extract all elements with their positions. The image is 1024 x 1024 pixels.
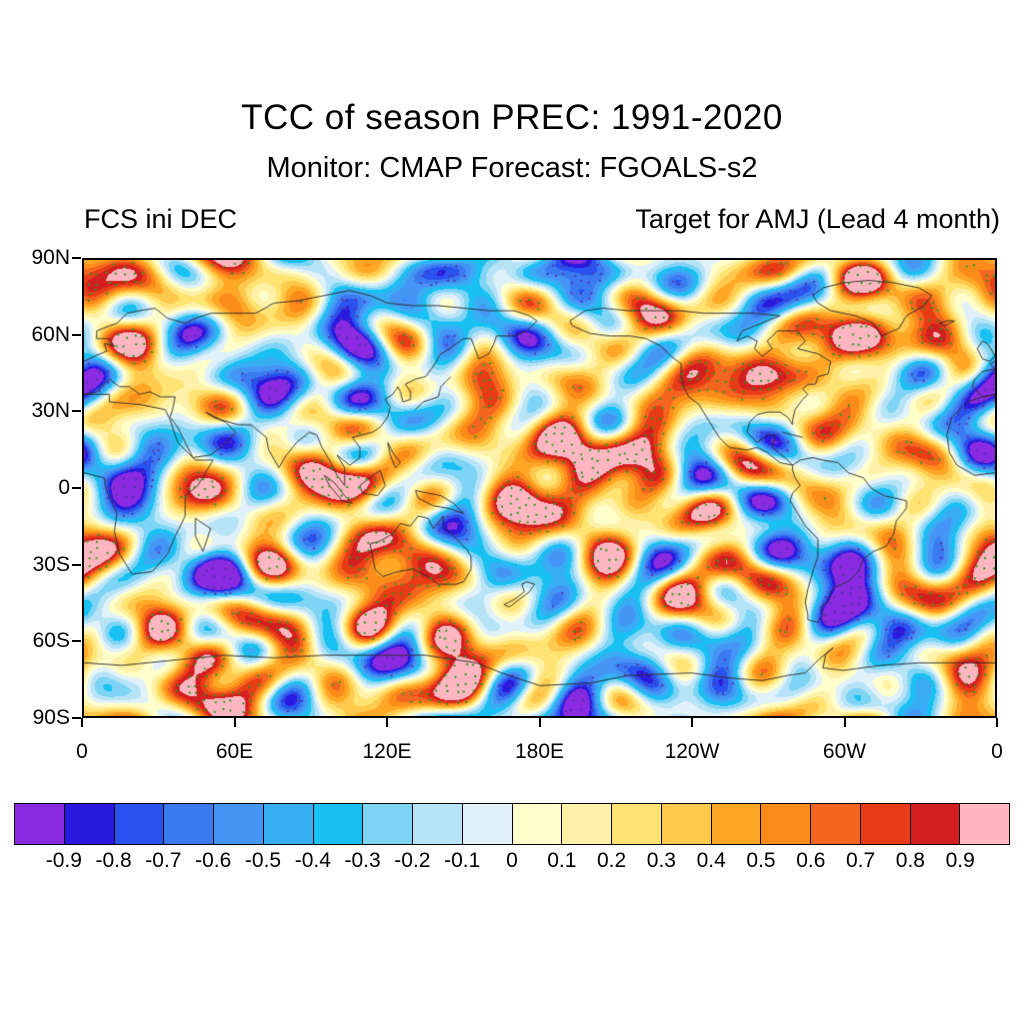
- x-tick-label: 120W: [664, 740, 720, 763]
- chart-title: TCC of season PREC: 1991-2020: [241, 98, 783, 137]
- colorbar-cell: [412, 803, 463, 845]
- x-tick-label: 120E: [362, 740, 412, 763]
- colorbar-cell: [561, 803, 612, 845]
- y-tick-mark: [72, 410, 81, 413]
- chart-subtitle: Monitor: CMAP Forecast: FGOALS-s2: [266, 152, 758, 184]
- colorbar-cell: [611, 803, 662, 845]
- colorbar-tick-label: 0.8: [895, 849, 925, 872]
- y-tick-label: 90N: [31, 246, 70, 269]
- colorbar-cell: [909, 803, 961, 845]
- colorbar-cell: [959, 803, 1010, 845]
- colorbar-cell: [312, 803, 364, 845]
- colorbar-cell: [262, 803, 314, 845]
- colorbar-tick-label: -0.6: [195, 849, 232, 872]
- colorbar-tick-label: -0.7: [145, 849, 182, 872]
- y-tick-mark: [72, 717, 81, 719]
- colorbar-tick-label: 0.5: [746, 849, 776, 872]
- colorbar-tick-label: -0.1: [444, 849, 481, 872]
- colorbar-tick-label: -0.5: [244, 849, 282, 872]
- y-tick-mark: [72, 333, 81, 336]
- colorbar-tick-label: 0.3: [646, 849, 676, 872]
- colorbar-cell: [859, 803, 911, 845]
- correlation-field-canvas: [84, 260, 995, 716]
- colorbar-tick-label: 0.1: [547, 849, 577, 872]
- colorbar-cell: [63, 803, 115, 845]
- y-tick-label: 0: [58, 476, 70, 499]
- panel-labels: FCS ini DEC Target for AMJ (Lead 4 month…: [84, 204, 1000, 235]
- colorbar-tick-label: -0.3: [344, 849, 381, 872]
- x-tick-mark: [386, 718, 388, 727]
- left-panel-label: FCS ini DEC: [84, 204, 238, 234]
- y-tick-label: 90S: [32, 706, 70, 729]
- colorbar-cell: [213, 803, 264, 845]
- y-tick-mark: [72, 563, 81, 566]
- colorbar-tick-label: -0.2: [394, 849, 431, 872]
- colorbar-labels: -0.9 -0.8 -0.7 -0.6 -0.5 -0.4 -0.3 -0.2 -0.1 0 0.1…: [14, 849, 1010, 875]
- map-plot: [82, 258, 997, 718]
- colorbar-cell: [760, 803, 811, 845]
- x-tick-mark: [843, 718, 846, 727]
- colorbar-tick-label: -0.4: [294, 849, 331, 872]
- y-tick-label: 30S: [32, 552, 70, 576]
- x-tick-label: 180E: [514, 740, 565, 763]
- x-tick-mark: [691, 718, 693, 727]
- x-tick-mark: [538, 718, 541, 727]
- y-tick-mark: [72, 640, 81, 643]
- colorbar-cells: [14, 803, 1010, 845]
- colorbar-cell: [113, 803, 165, 845]
- x-tick-mark: [996, 718, 998, 727]
- colorbar-tick-label: -0.8: [95, 849, 132, 872]
- y-tick-label: 60S: [32, 629, 70, 653]
- x-tick-mark: [81, 718, 83, 727]
- colorbar-cell: [660, 803, 712, 845]
- colorbar-cell: [163, 803, 214, 845]
- colorbar-cell: [810, 803, 861, 845]
- x-tick-label: 60W: [822, 740, 867, 763]
- colorbar-tick-label: 0.9: [945, 849, 975, 872]
- colorbar-cell: [461, 803, 513, 845]
- x-tick-mark: [233, 718, 236, 727]
- colorbar-tick-label: 0.2: [596, 849, 627, 872]
- colorbar-tick-label: 0: [506, 849, 518, 872]
- x-tick-label: 60E: [215, 740, 254, 763]
- y-tick-mark: [72, 487, 81, 489]
- colorbar-cell: [710, 803, 762, 845]
- colorbar-tick-label: -0.9: [45, 849, 82, 872]
- colorbar-cell: [14, 803, 65, 845]
- colorbar-cell: [511, 803, 563, 845]
- x-tick-label: 0: [76, 740, 88, 763]
- right-panel-label: Target for AMJ (Lead 4 month): [635, 204, 1000, 234]
- colorbar-tick-label: 0.6: [796, 849, 826, 872]
- y-tick-mark: [72, 257, 81, 259]
- colorbar-tick-label: 0.4: [696, 849, 726, 872]
- y-tick-label: 30N: [31, 399, 70, 423]
- x-tick-label: 0: [991, 740, 1003, 763]
- colorbar-tick-label: 0.7: [845, 849, 876, 872]
- colorbar-cell: [362, 803, 413, 845]
- y-tick-label: 60N: [31, 322, 70, 346]
- colorbar: -0.9 -0.8 -0.7 -0.6 -0.5 -0.4 -0.3 -0.2 -0.1 0 0.1…: [14, 803, 1010, 872]
